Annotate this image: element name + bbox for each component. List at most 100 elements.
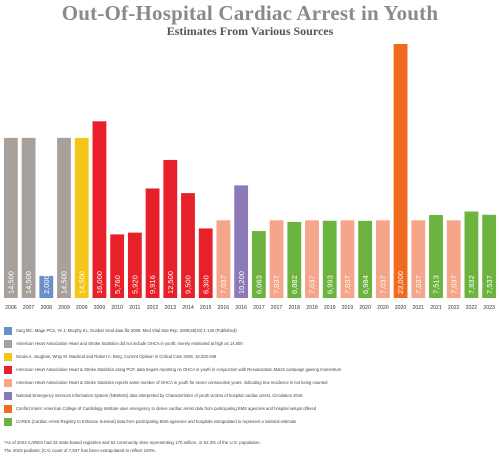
footnote-1: *As of 2023 CARES had 34 state-based reg… bbox=[4, 440, 261, 445]
bar-2006-0 bbox=[3, 137, 18, 298]
legend-label: Conflict Intent: American College of Car… bbox=[16, 406, 317, 411]
legend-item: Nicola A. Vaughan, Wray M. Macleod and R… bbox=[4, 352, 498, 362]
footnote-2: The 2023 pediatric (CA) count of 7,537 h… bbox=[4, 448, 157, 453]
bar-2008-2 bbox=[39, 275, 54, 298]
bar-value-label: 6,993 bbox=[325, 275, 334, 294]
x-tick-label: 2017 bbox=[253, 305, 265, 311]
bar-value-label: 2,000 bbox=[42, 275, 51, 294]
x-tick-label: 2013 bbox=[165, 305, 177, 311]
legend-item: Sarg MC, Mage PCS, Ye J, Murphy KL, Dunb… bbox=[4, 326, 498, 336]
bar-value-label: 16,000 bbox=[95, 271, 104, 294]
legend-item: American Heart Association Heart & Strok… bbox=[4, 378, 498, 388]
bar-value-label: 14,500 bbox=[77, 271, 86, 294]
x-tick-label: 2019 bbox=[342, 305, 354, 311]
bar-value-label: 5,920 bbox=[130, 275, 139, 294]
x-tick-label: 2016 bbox=[235, 305, 247, 311]
chart-subtitle: Estimates From Various Sources bbox=[166, 24, 334, 38]
bar-value-label: 7,037 bbox=[308, 275, 317, 294]
legend-swatch bbox=[4, 379, 12, 387]
bar-2009-4 bbox=[74, 137, 89, 298]
x-tick-label: 2012 bbox=[147, 305, 159, 311]
bar-value-label: 7,513 bbox=[432, 275, 441, 294]
legend-item: American Heart Association Heart and Str… bbox=[4, 339, 498, 349]
legend-swatch bbox=[4, 418, 12, 426]
bar-value-label: 7,037 bbox=[378, 275, 387, 294]
x-tick-label: 2017 bbox=[271, 305, 283, 311]
x-tick-label: 2015 bbox=[200, 305, 212, 311]
legend-label: CARES (Cardiac Arrest Registry to Enhanc… bbox=[16, 419, 297, 424]
x-tick-label: 2022 bbox=[448, 305, 460, 311]
legend-item: CARES (Cardiac Arrest Registry to Enhanc… bbox=[4, 417, 498, 427]
bar-2019-19 bbox=[340, 220, 355, 298]
x-tick-label: 2021 bbox=[413, 305, 425, 311]
bar-value-label: 10,200 bbox=[237, 271, 246, 294]
legend-item: Conflict Intent: American College of Car… bbox=[4, 404, 498, 414]
bar-value-label: 9,916 bbox=[148, 275, 157, 294]
x-tick-label: 2022 bbox=[466, 305, 478, 311]
bar-value-label: 7,832 bbox=[467, 275, 476, 294]
legend-label: American Heart Association Heart and Str… bbox=[16, 341, 243, 346]
x-tick-label: 2011 bbox=[129, 305, 140, 311]
x-tick-label: 2019 bbox=[324, 305, 336, 311]
bar-2019-18 bbox=[322, 220, 337, 298]
x-tick-label: 2023 bbox=[483, 305, 495, 311]
chart-title: Out-Of-Hospital Cardiac Arrest in Youth bbox=[61, 1, 439, 25]
x-tick-label: 2020 bbox=[395, 305, 407, 311]
legend-label: American Heart Association Heart & Strok… bbox=[16, 380, 328, 385]
legend-swatch bbox=[4, 366, 12, 374]
bar-value-label: 14,500 bbox=[6, 271, 15, 294]
x-tick-label: 2018 bbox=[306, 305, 318, 311]
bar-value-label: 6,063 bbox=[254, 275, 263, 294]
legend-label: Nicola A. Vaughan, Wray M. Macleod and R… bbox=[16, 354, 217, 359]
bar-2013-9 bbox=[163, 159, 178, 298]
bar-value-label: 14,500 bbox=[24, 271, 33, 294]
bar-2017-14 bbox=[251, 231, 266, 298]
legend-swatch bbox=[4, 353, 12, 361]
bar-value-label: 7,037 bbox=[219, 275, 228, 294]
bar-2018-17 bbox=[305, 220, 319, 298]
x-tick-label: 2020 bbox=[377, 305, 389, 311]
bar-2020-20 bbox=[358, 220, 373, 298]
x-tick-label: 2009 bbox=[94, 305, 106, 311]
x-tick-label: 2009 bbox=[76, 305, 88, 311]
x-tick-label: 2020 bbox=[359, 305, 371, 311]
bar-2022-25 bbox=[446, 220, 461, 298]
bar-value-label: 12,500 bbox=[166, 271, 175, 294]
x-tick-label: 2010 bbox=[111, 305, 123, 311]
legend-swatch bbox=[4, 405, 12, 413]
bar-2017-15 bbox=[269, 220, 284, 298]
bar-2009-3 bbox=[57, 137, 71, 298]
legend-label: National Emergency Services Information … bbox=[16, 393, 303, 398]
x-tick-label: 2021 bbox=[430, 305, 442, 311]
bar-value-label: 5,760 bbox=[113, 275, 122, 294]
bar-value-label: 9,500 bbox=[184, 275, 193, 294]
bar-value-label: 6,984 bbox=[361, 275, 370, 294]
bar-value-label: 7,037 bbox=[272, 275, 281, 294]
bar-2011-7 bbox=[127, 232, 142, 298]
bar-value-label: 6,882 bbox=[290, 275, 299, 294]
bar-2018-16 bbox=[287, 222, 302, 298]
bar-2016-13 bbox=[234, 185, 249, 298]
bar-2023-27 bbox=[482, 214, 497, 298]
bar-value-label: 14,500 bbox=[60, 271, 69, 294]
bar-chart: 14,500 2006 14,500 2007 2,000 2008 14,500 2009 1… bbox=[3, 44, 497, 311]
bar-value-label: 6,300 bbox=[201, 275, 210, 294]
bar-2012-8 bbox=[145, 188, 160, 298]
bar-value-label: 23,000 bbox=[396, 271, 405, 294]
bar-2010-6 bbox=[110, 234, 125, 298]
bar-2015-11 bbox=[198, 228, 213, 298]
bar-2016-12 bbox=[216, 220, 231, 298]
legend-label: American Heart Association Heart & Strok… bbox=[16, 367, 342, 372]
x-tick-label: 2016 bbox=[218, 305, 230, 311]
x-tick-label: 2006 bbox=[5, 305, 17, 311]
x-tick-label: 2009 bbox=[58, 305, 70, 311]
bar-2020-21 bbox=[375, 220, 390, 298]
bar-2014-10 bbox=[181, 193, 195, 298]
bar-2009-5 bbox=[92, 121, 107, 298]
bar-2022-26 bbox=[464, 211, 479, 298]
legend-swatch bbox=[4, 327, 12, 335]
bar-2007-1 bbox=[21, 137, 36, 298]
bar-value-label: 7,537 bbox=[485, 275, 494, 294]
legend-item: American Heart Association Heart & Strok… bbox=[4, 365, 498, 375]
x-tick-label: 2014 bbox=[182, 305, 194, 311]
